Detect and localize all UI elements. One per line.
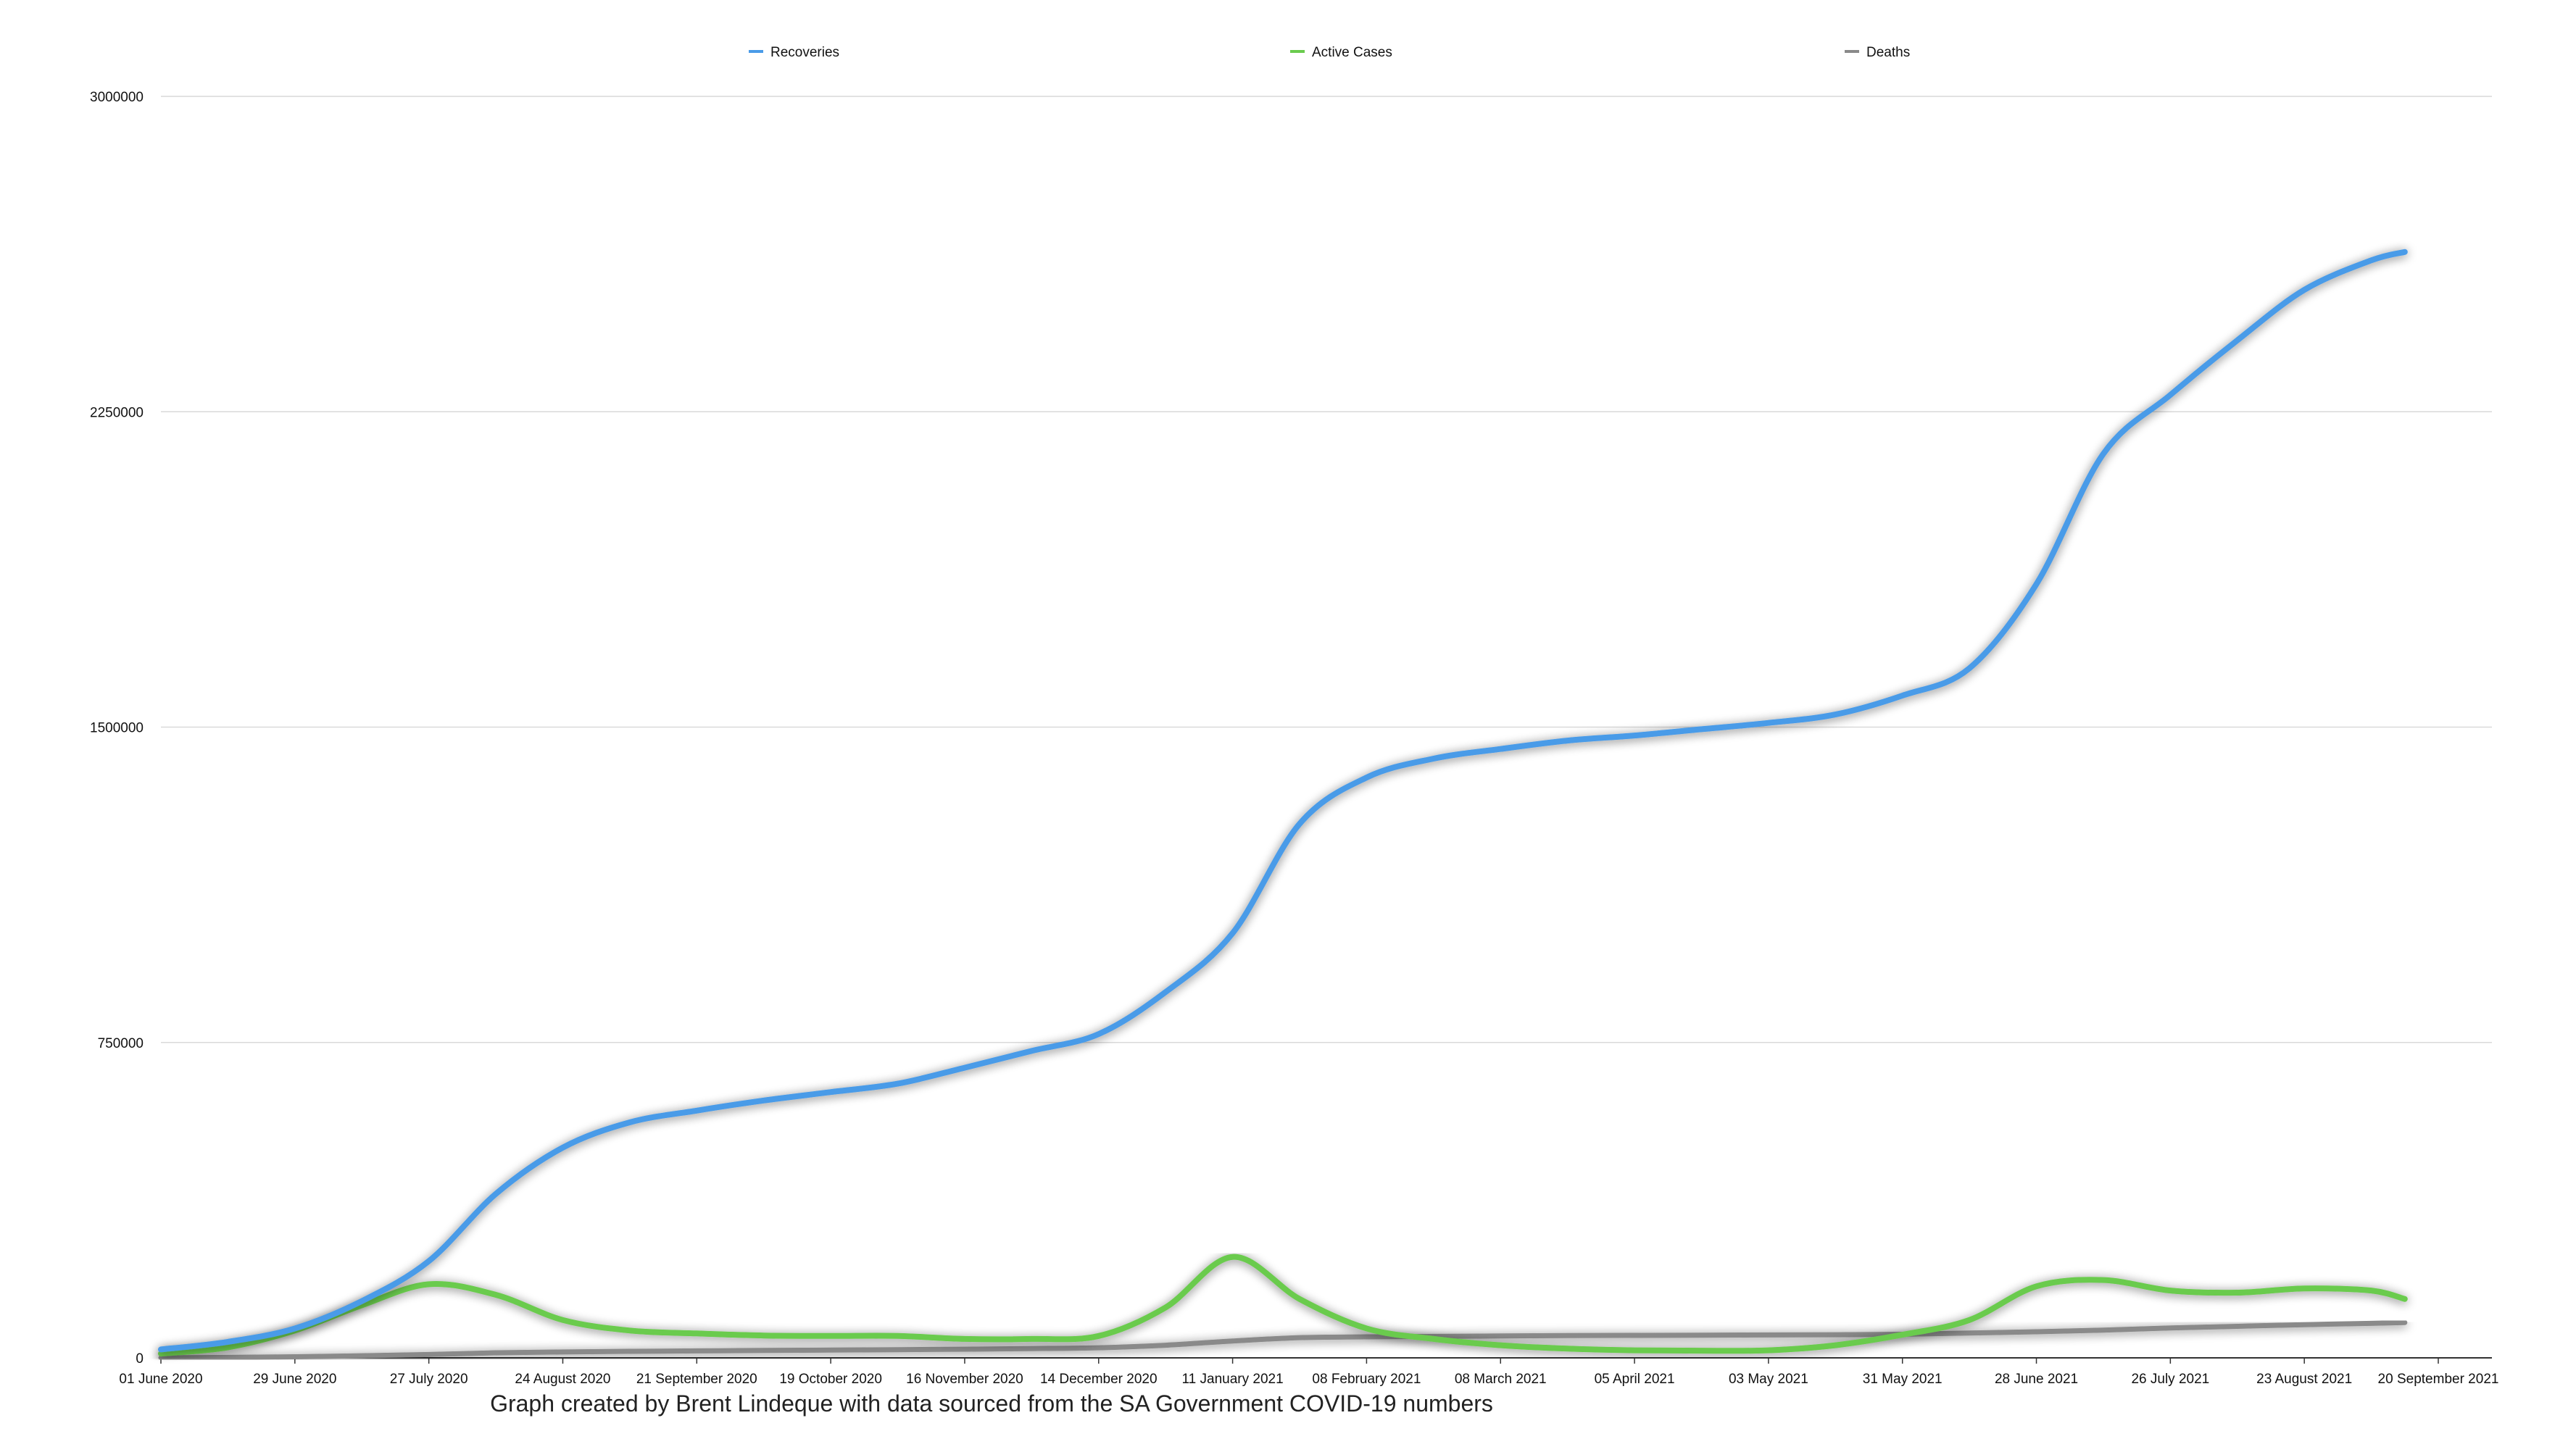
y-tick-label: 3000000: [90, 90, 144, 105]
legend: Recoveries Active Cases Deaths: [749, 45, 1910, 60]
x-tick-label: 11 January 2021: [1182, 1372, 1284, 1387]
x-tick-label: 16 November 2020: [906, 1372, 1023, 1387]
series-line-deaths: [158, 1319, 2408, 1361]
x-tick-label: 08 March 2021: [1455, 1372, 1547, 1387]
x-axis: 01 June 2020 29 June 2020 27 July 2020 24 A…: [119, 1358, 2498, 1387]
x-tick-label: 31 May 2021: [1863, 1372, 1943, 1387]
x-tick-label: 20 September 2021: [2378, 1372, 2499, 1387]
legend-label: Deaths: [1866, 45, 1910, 60]
y-axis: 0 750000 1500000 2250000 3000000: [90, 90, 144, 1367]
y-tick-label: 2250000: [90, 405, 144, 420]
x-tick-label: 01 June 2020: [119, 1372, 202, 1387]
series-line-recoveries: [158, 249, 2408, 1353]
x-tick-label: 19 October 2020: [779, 1372, 882, 1387]
series-line-active-cases: [158, 1254, 2408, 1357]
y-tick-label: 0: [136, 1351, 144, 1367]
x-tick-label: 28 June 2021: [1995, 1372, 2078, 1387]
x-tick-label: 29 June 2020: [253, 1372, 336, 1387]
series-lines: [158, 249, 2408, 1361]
x-tick-label: 27 July 2020: [390, 1372, 468, 1387]
y-tick-label: 750000: [98, 1036, 144, 1051]
x-tick-label: 24 August 2020: [515, 1372, 610, 1387]
legend-label: Recoveries: [770, 45, 839, 60]
chart-caption: Graph created by Brent Lindeque with dat…: [490, 1390, 1493, 1417]
x-tick-label: 05 April 2021: [1595, 1372, 1675, 1387]
x-tick-label: 08 February 2021: [1312, 1372, 1421, 1387]
x-tick-label: 03 May 2021: [1729, 1372, 1808, 1387]
legend-label: Active Cases: [1312, 45, 1392, 60]
x-tick-label: 26 July 2021: [2131, 1372, 2209, 1387]
y-tick-label: 1500000: [90, 721, 144, 736]
x-tick-label: 23 August 2021: [2256, 1372, 2352, 1387]
x-tick-label: 21 September 2020: [636, 1372, 757, 1387]
grid: [161, 96, 2492, 1359]
x-tick-label: 14 December 2020: [1040, 1372, 1158, 1387]
